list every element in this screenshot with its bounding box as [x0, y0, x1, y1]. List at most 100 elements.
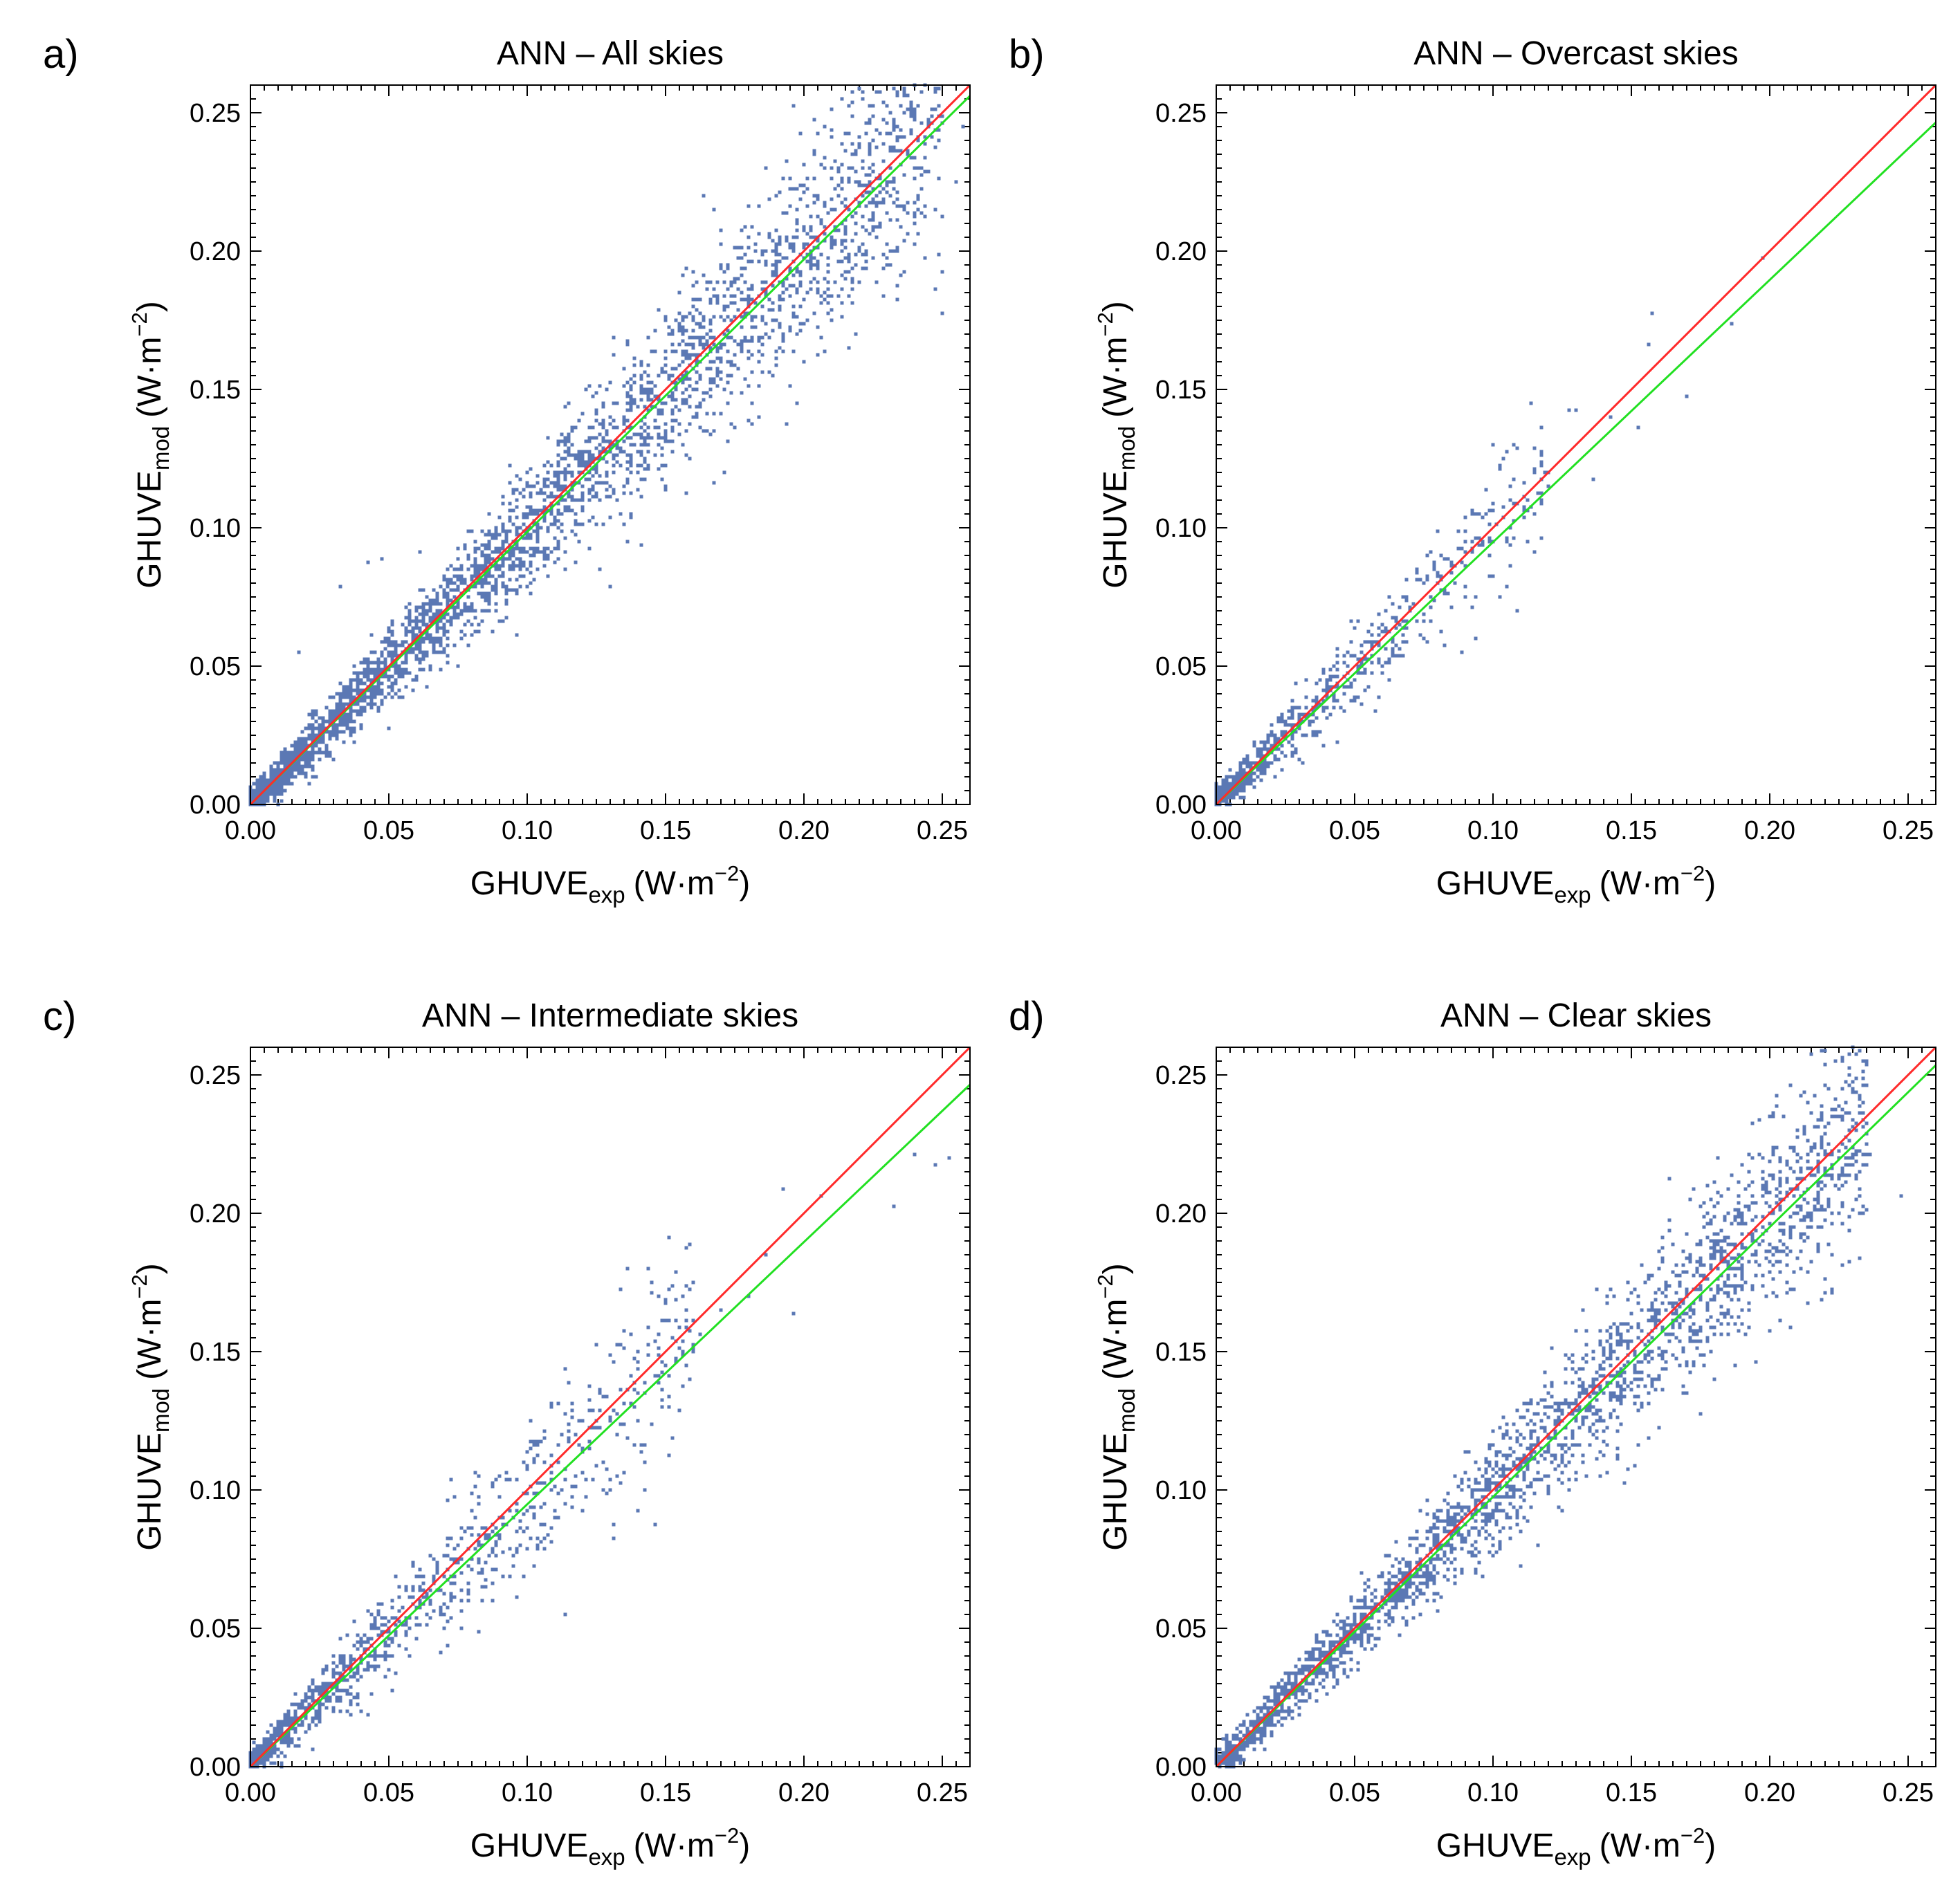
data-point: [280, 751, 284, 755]
data-point: [1481, 1495, 1485, 1499]
data-point: [574, 522, 578, 526]
panel-label-c: c): [43, 994, 76, 1039]
data-point: [522, 515, 526, 519]
data-point: [363, 706, 367, 710]
data-point: [470, 1509, 474, 1513]
data-point: [484, 560, 488, 564]
data-point: [864, 173, 868, 177]
data-point: [546, 529, 550, 533]
data-point: [653, 453, 657, 457]
data-point: [778, 294, 782, 298]
data-point: [681, 339, 685, 343]
data-point: [387, 650, 391, 654]
data-point: [715, 297, 720, 302]
data-point: [598, 384, 602, 388]
data-point: [650, 398, 654, 402]
data-point: [425, 1612, 429, 1617]
data-point: [663, 363, 668, 367]
data-point: [726, 349, 730, 353]
data-point: [646, 436, 650, 440]
data-point: [747, 339, 751, 343]
data-point: [560, 522, 564, 526]
data-point: [1422, 612, 1426, 616]
data-point: [414, 654, 419, 658]
data-point: [1851, 1208, 1855, 1212]
data-point: [1474, 1460, 1478, 1464]
data-point: [1512, 443, 1516, 447]
data-point: [283, 778, 287, 782]
data-point: [771, 263, 775, 267]
data-point: [601, 439, 605, 443]
data-point: [501, 557, 505, 561]
data-point: [1671, 1322, 1675, 1326]
data-point: [743, 225, 747, 229]
data-point: [871, 187, 875, 191]
data-point: [529, 508, 533, 513]
data-point: [466, 1526, 470, 1530]
data-point: [1460, 546, 1464, 551]
data-point: [1235, 785, 1239, 789]
data-point: [356, 1695, 360, 1700]
data-point: [356, 678, 360, 682]
data-point: [314, 712, 318, 717]
data-point: [421, 609, 425, 613]
data-point: [418, 629, 422, 634]
data-point: [421, 623, 425, 627]
data-point: [1242, 768, 1246, 772]
data-point: [909, 107, 913, 111]
data-point: [902, 90, 906, 94]
data-point: [1252, 1737, 1256, 1741]
data-point: [1698, 1298, 1703, 1302]
data-point: [363, 1647, 367, 1651]
data-point: [404, 661, 408, 665]
data-point: [681, 349, 685, 353]
data-point: [1242, 785, 1246, 789]
data-point: [764, 249, 768, 253]
data-point: [722, 294, 726, 298]
data-point: [369, 1623, 374, 1627]
data-point: [304, 751, 308, 755]
data-point: [459, 1626, 464, 1630]
data-point: [619, 463, 623, 468]
data-point: [1698, 1284, 1703, 1288]
data-point: [705, 287, 709, 291]
data-point: [1308, 1695, 1312, 1700]
data-point: [349, 1699, 353, 1703]
data-point: [421, 602, 425, 606]
data-point: [1294, 1671, 1298, 1675]
data-point: [830, 197, 834, 201]
data-point: [868, 152, 872, 156]
data-point: [615, 460, 619, 464]
data-point: [1315, 681, 1319, 685]
data-point: [293, 775, 297, 779]
data-point: [297, 761, 301, 765]
data-point: [390, 643, 394, 647]
data-point: [1321, 1671, 1326, 1675]
data-point: [646, 1343, 650, 1347]
data-point: [363, 668, 367, 672]
data-point: [774, 270, 778, 274]
data-point: [515, 588, 519, 592]
data-point: [681, 443, 685, 447]
data-point: [522, 564, 526, 568]
data-point: [563, 474, 567, 478]
data-point: [470, 605, 474, 609]
data-point: [511, 553, 515, 558]
data-point: [1356, 664, 1360, 668]
data-point: [650, 349, 654, 353]
data-point: [324, 754, 329, 758]
data-point: [812, 152, 816, 156]
data-point: [314, 775, 318, 779]
data-point: [1249, 775, 1253, 779]
data-point: [892, 145, 896, 149]
data-point: [352, 1671, 356, 1675]
data-point: [1332, 699, 1336, 703]
data-point: [864, 252, 868, 257]
data-point: [280, 775, 284, 779]
data-point: [757, 339, 761, 343]
data-point: [1660, 1260, 1665, 1264]
data-point: [1813, 1125, 1817, 1129]
data-point: [1626, 1360, 1630, 1364]
data-point: [359, 709, 363, 713]
data-point: [1359, 702, 1364, 706]
